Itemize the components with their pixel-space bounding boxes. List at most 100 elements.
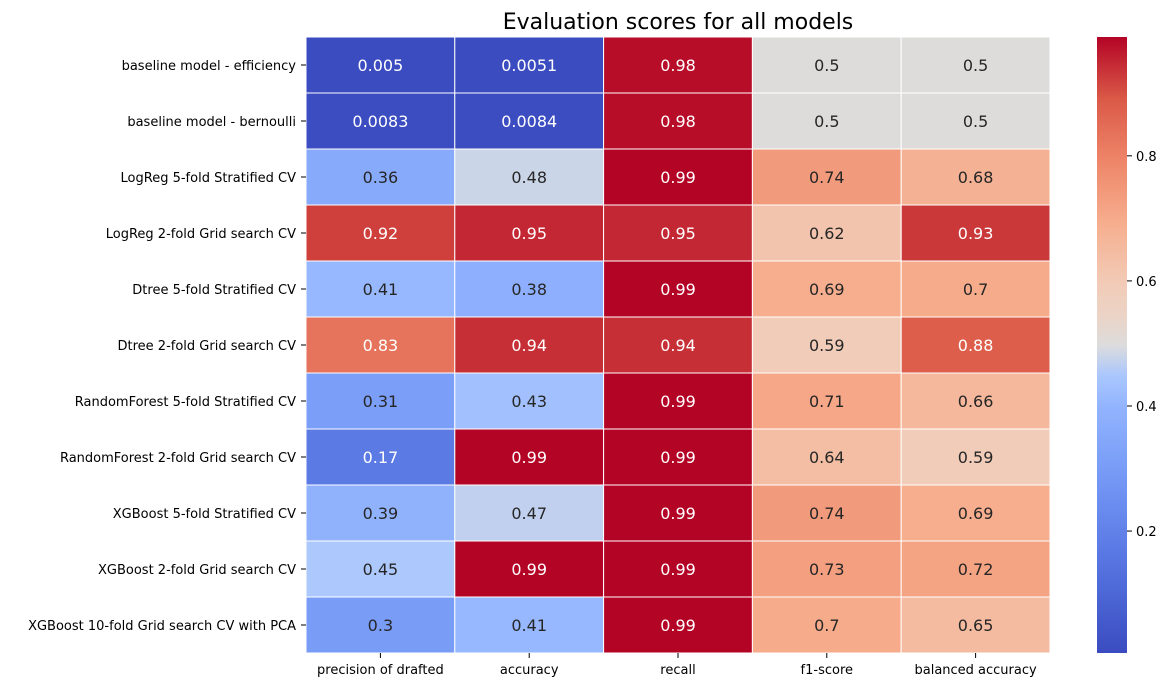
row-label: LogReg 5-fold Stratified CV [121, 171, 297, 186]
heatmap-cell-label: 0.66 [958, 392, 994, 411]
heatmap-cell [305, 596, 456, 654]
heatmap-cell [603, 540, 753, 598]
heatmap-cells [305, 36, 1051, 654]
column-labels: precision of drafted accuracy recall f1-sco… [317, 653, 1037, 678]
heatmap-cell [751, 204, 902, 262]
heatmap-cell-label: 0.0083 [352, 112, 408, 131]
heatmap-cell-label: 0.99 [511, 448, 547, 467]
heatmap-cell [751, 316, 902, 374]
heatmap-cell-label: 0.36 [363, 168, 399, 187]
heatmap-cell-label: 0.005 [357, 56, 403, 75]
heatmap-cell [603, 92, 753, 150]
colorbar-tick-label: 0.4 [1136, 400, 1157, 415]
colorbar-tick-label: 0.2 [1136, 525, 1157, 540]
heatmap-cell-label: 0.98 [660, 56, 696, 75]
row-label: Dtree 5-fold Stratified CV [132, 283, 296, 298]
chart-title: Evaluation scores for all models [503, 10, 854, 35]
heatmap-cell [454, 148, 605, 206]
heatmap-cell [900, 36, 1051, 94]
heatmap-cell-label: 0.74 [809, 504, 845, 523]
heatmap-cell [454, 540, 605, 598]
heatmap-cell [603, 260, 753, 318]
heatmap-cell [305, 540, 456, 598]
heatmap-cell [603, 204, 753, 262]
heatmap-cell [900, 596, 1051, 654]
colorbar-tick-label: 0.6 [1136, 275, 1157, 290]
heatmap-cell-label: 0.0051 [501, 56, 557, 75]
heatmap-cell [751, 148, 902, 206]
row-label: XGBoost 2-fold Grid search CV [98, 563, 296, 578]
heatmap-cell [454, 204, 605, 262]
heatmap-cell-label: 0.59 [958, 448, 994, 467]
heatmap-cell-label: 0.99 [660, 280, 696, 299]
row-labels: baseline model - efficiency baseline mode… [28, 59, 306, 634]
heatmap-cell-label: 0.93 [958, 224, 994, 243]
heatmap-cell-label: 0.71 [809, 392, 845, 411]
row-label: LogReg 2-fold Grid search CV [106, 227, 296, 242]
heatmap-cell-label: 0.5 [963, 112, 988, 131]
heatmap-cell-label: 0.99 [660, 448, 696, 467]
heatmap-cell [603, 484, 753, 542]
heatmap-cell-label: 0.39 [363, 504, 399, 523]
heatmap-cell-label: 0.74 [809, 168, 845, 187]
heatmap-cell [305, 428, 456, 486]
heatmap-cell-label: 0.31 [363, 392, 399, 411]
colorbar-ticks: 0.2 0.4 0.6 0.8 [1127, 150, 1157, 540]
heatmap-cell [900, 484, 1051, 542]
heatmap-cell-label: 0.99 [660, 392, 696, 411]
heatmap-cell [751, 596, 902, 654]
heatmap-cell [900, 372, 1051, 430]
heatmap-cell-label: 0.45 [363, 560, 399, 579]
column-label: f1-score [801, 663, 853, 678]
column-label: recall [660, 663, 695, 678]
heatmap-cell-label: 0.65 [958, 616, 994, 635]
column-label: accuracy [500, 663, 559, 678]
heatmap-cell-labels: 0.005 0.0051 0.98 0.5 0.5 0.0083 0.0084 0.98 0.5… [352, 56, 993, 635]
row-label: baseline model - efficiency [122, 59, 297, 74]
row-label: RandomForest 2-fold Grid search CV [60, 451, 296, 466]
heatmap-cell [751, 36, 902, 94]
heatmap-cell-label: 0.41 [511, 616, 547, 635]
row-label: baseline model - bernoulli [127, 115, 296, 130]
heatmap-cell [454, 260, 605, 318]
heatmap-cell-label: 0.7 [963, 280, 988, 299]
heatmap-cell-label: 0.94 [660, 336, 696, 355]
heatmap-cell [454, 36, 605, 94]
colorbar-gradient [1097, 37, 1127, 653]
heatmap-cell-label: 0.88 [958, 336, 994, 355]
heatmap-cell [603, 148, 753, 206]
heatmap-cell [603, 316, 753, 374]
row-label: RandomForest 5-fold Stratified CV [75, 395, 296, 410]
heatmap-cell-label: 0.92 [363, 224, 399, 243]
column-label: balanced accuracy [914, 663, 1037, 678]
row-label: Dtree 2-fold Grid search CV [118, 339, 297, 354]
heatmap-cell [751, 540, 902, 598]
heatmap-cell-label: 0.3 [368, 616, 393, 635]
heatmap-cell-label: 0.59 [809, 336, 845, 355]
heatmap-cell-label: 0.0084 [501, 112, 557, 131]
heatmap-cell [603, 36, 753, 94]
heatmap-cell [751, 428, 902, 486]
heatmap-cell-label: 0.73 [809, 560, 845, 579]
heatmap-cell [305, 372, 456, 430]
heatmap-cell-label: 0.95 [511, 224, 547, 243]
heatmap-cell-label: 0.47 [511, 504, 547, 523]
row-label: XGBoost 5-fold Stratified CV [113, 507, 296, 522]
heatmap-cell-label: 0.72 [958, 560, 994, 579]
heatmap-cell-label: 0.5 [814, 56, 839, 75]
heatmap-cell [454, 428, 605, 486]
heatmap-cell [603, 596, 753, 654]
heatmap-cell-label: 0.99 [511, 560, 547, 579]
heatmap-cell-label: 0.99 [660, 560, 696, 579]
heatmap-cell-label: 0.68 [958, 168, 994, 187]
heatmap-cell-label: 0.7 [814, 616, 839, 635]
heatmap-cell-label: 0.99 [660, 616, 696, 635]
heatmap-cell-label: 0.83 [363, 336, 399, 355]
heatmap-cell [900, 204, 1051, 262]
heatmap-cell [454, 316, 605, 374]
heatmap-cell-label: 0.62 [809, 224, 845, 243]
heatmap-cell [305, 36, 456, 94]
heatmap-cell-label: 0.95 [660, 224, 696, 243]
heatmap-cell-label: 0.5 [814, 112, 839, 131]
